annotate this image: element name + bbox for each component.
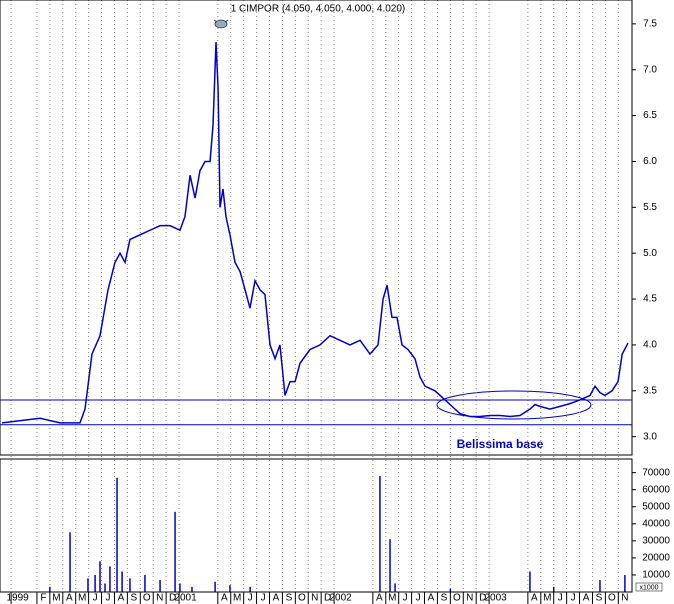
x-tick-label: S	[596, 593, 603, 604]
panel-frame	[0, 458, 633, 593]
x-tick-label: N	[466, 593, 473, 604]
y-tick-label: 30000	[642, 535, 670, 546]
x-tick-label: J	[261, 593, 266, 604]
x-tick-label: N	[156, 593, 163, 604]
x-tick-label: D	[169, 593, 176, 604]
unit-label: x1000	[639, 584, 658, 591]
y-tick-label: 50000	[642, 501, 670, 512]
x-tick-label: A	[273, 593, 280, 604]
x-tick-label: A	[531, 593, 538, 604]
x-tick-label: M	[78, 593, 86, 604]
x-tick-label: 2003	[484, 593, 507, 604]
x-tick-label: M	[388, 593, 396, 604]
x-tick-label: A	[428, 593, 435, 604]
x-tick-label: D	[479, 593, 486, 604]
x-tick-label: F	[40, 593, 46, 604]
bull-icon	[213, 19, 229, 29]
x-tick-label: S	[441, 593, 448, 604]
x-tick-label: A	[118, 593, 125, 604]
x-tick-label: S	[131, 593, 138, 604]
x-tick-label: 2002	[329, 593, 352, 604]
x-tick-label: A	[583, 593, 590, 604]
y-tick-label: 6.5	[643, 110, 657, 121]
x-tick-label: J	[248, 593, 253, 604]
y-tick-label: 60000	[642, 484, 670, 495]
x-tick-label: N	[621, 593, 628, 604]
y-tick-label: 10000	[642, 570, 670, 581]
annotation: Belissima base	[457, 437, 544, 451]
panel-frame	[0, 0, 633, 456]
x-tick-label: 1999	[6, 593, 29, 604]
x-tick-label: J	[558, 593, 563, 604]
x-tick-label: O	[453, 593, 461, 604]
y-tick-label: 7.5	[643, 18, 657, 29]
x-tick-label: 2001	[174, 593, 197, 604]
x-tick-label: J	[106, 593, 111, 604]
base-ellipse	[436, 390, 592, 420]
y-tick-label: 7.0	[643, 64, 657, 75]
y-tick-label: 3.0	[643, 431, 657, 442]
y-tick-label: 20000	[642, 553, 670, 564]
x-tick-label: M	[233, 593, 241, 604]
x-tick-label: J	[403, 593, 408, 604]
chart-title: 1 CIMPOR (4.050, 4.050, 4.000, 4.020)	[231, 4, 406, 15]
x-tick-label: M	[543, 593, 551, 604]
x-tick-label: D	[324, 593, 331, 604]
x-tick-label: O	[298, 593, 306, 604]
x-tick-label: J	[571, 593, 576, 604]
x-tick-label: A	[376, 593, 383, 604]
x-tick-label: J	[93, 593, 98, 604]
y-tick-label: 5.5	[643, 202, 657, 213]
x-tick-label: O	[143, 593, 151, 604]
x-tick-label: N	[311, 593, 318, 604]
y-tick-label: 4.5	[643, 294, 657, 305]
price-line	[1, 42, 629, 424]
x-tick-label: S	[286, 593, 293, 604]
x-tick-label: J	[416, 593, 421, 604]
x-tick-label: O	[608, 593, 616, 604]
y-tick-label: 4.0	[643, 340, 657, 351]
x-tick-label: A	[66, 593, 73, 604]
y-tick-label: 5.0	[643, 248, 657, 259]
y-tick-label: 40000	[642, 518, 670, 529]
unit-box	[635, 582, 663, 592]
y-tick-label: 70000	[642, 467, 670, 478]
y-tick-label: 3.5	[643, 385, 657, 396]
x-tick-label: A	[221, 593, 228, 604]
y-tick-label: 6.0	[643, 156, 657, 167]
x-tick-label: M	[52, 593, 60, 604]
